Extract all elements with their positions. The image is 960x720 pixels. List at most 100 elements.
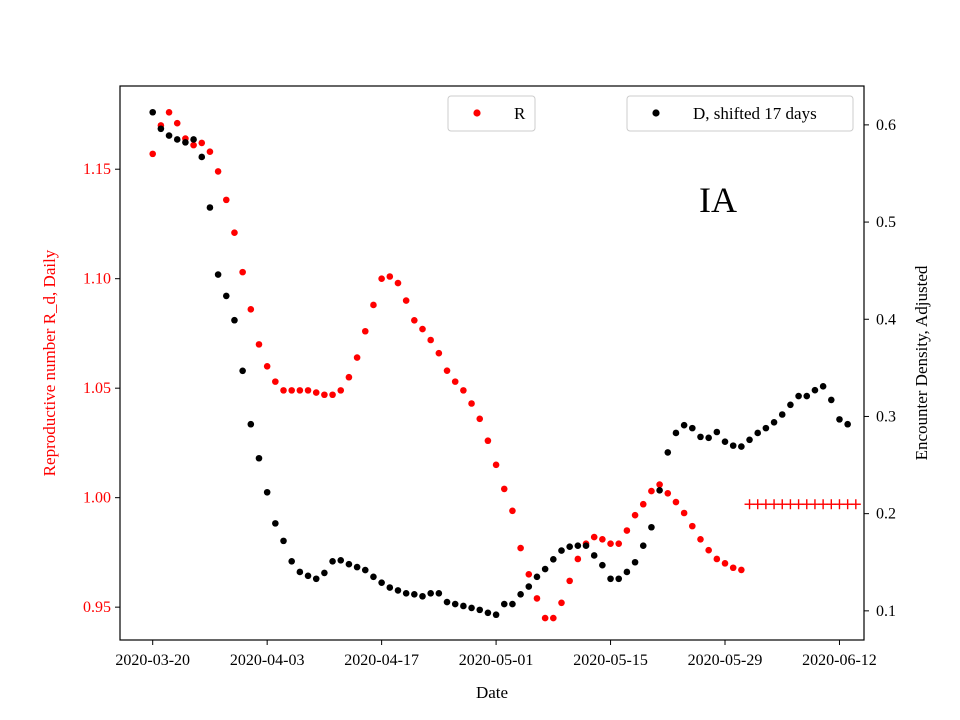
d-point — [607, 575, 614, 583]
d-point — [345, 560, 353, 568]
x-tick-label: 2020-06-12 — [802, 652, 877, 669]
d-point — [672, 429, 680, 437]
d-point — [738, 443, 745, 450]
r-point — [468, 400, 475, 407]
right-y-axis-label: Encounter Density, Adjusted — [912, 265, 931, 460]
r-point — [231, 229, 238, 237]
r-point — [664, 489, 672, 497]
d-point — [795, 392, 802, 400]
r-point — [288, 387, 295, 394]
d-point — [648, 523, 655, 531]
r-point — [721, 560, 729, 567]
d-point — [836, 416, 843, 423]
d-point — [476, 606, 484, 614]
d-point — [778, 411, 786, 418]
right-y-tick-label: 0.6 — [876, 117, 896, 134]
d-point — [721, 438, 729, 446]
d-point — [231, 316, 238, 324]
d-point — [762, 424, 770, 432]
r-point — [558, 599, 565, 607]
d-point — [165, 132, 173, 139]
right-y-tick-label: 0.1 — [876, 603, 896, 620]
d-point — [190, 136, 197, 143]
r-series — [149, 108, 745, 622]
r-point — [509, 507, 516, 515]
d-point — [713, 428, 721, 436]
d-point — [370, 573, 377, 581]
r-point — [525, 571, 533, 578]
d-point — [361, 566, 369, 574]
d-point — [664, 449, 672, 456]
x-tick-label: 2020-05-29 — [688, 652, 763, 669]
x-tick-label: 2020-04-03 — [230, 652, 305, 669]
right-y-tick-label: 0.2 — [876, 506, 896, 523]
r-point — [263, 362, 271, 370]
x-tick-label: 2020-05-15 — [573, 652, 648, 669]
d-point — [198, 153, 206, 161]
d-point — [263, 488, 271, 496]
d-point — [411, 591, 418, 598]
d-point — [558, 547, 565, 554]
d-point — [321, 569, 328, 577]
r-point — [443, 367, 451, 374]
d-point — [639, 542, 647, 550]
d-point — [402, 590, 410, 597]
d-series — [149, 108, 851, 619]
r-point — [247, 306, 255, 313]
plot-area-frame — [119, 85, 865, 641]
right-y-axis: 0.1 0.2 0.3 0.4 0.5 0.6 — [864, 117, 896, 620]
r-point — [533, 595, 541, 602]
r-point — [705, 546, 712, 554]
d-point — [574, 542, 582, 550]
r-point — [451, 378, 459, 385]
d-point — [631, 558, 639, 566]
d-point — [844, 420, 851, 428]
d-point — [337, 557, 345, 564]
r-point — [460, 387, 467, 394]
d-point — [525, 583, 533, 590]
d-point — [239, 367, 246, 375]
r-point — [337, 387, 345, 394]
d-point — [599, 561, 606, 569]
left-y-axis: 0.95 1.00 1.05 1.10 1.15 — [83, 161, 120, 616]
r-point — [402, 297, 410, 304]
r-point — [149, 150, 157, 158]
d-point — [149, 108, 157, 116]
d-point — [312, 575, 320, 583]
r-point — [304, 387, 312, 394]
d-point — [451, 600, 459, 608]
d-point — [770, 418, 778, 426]
r-point — [378, 275, 385, 282]
d-point — [157, 125, 165, 133]
d-point — [787, 401, 794, 409]
r-point — [239, 268, 246, 276]
r-point — [541, 614, 549, 622]
d-point — [566, 543, 573, 550]
d-point — [509, 600, 516, 608]
r-point — [435, 349, 443, 357]
r-point — [615, 540, 623, 547]
r-point — [590, 533, 598, 541]
d-point — [173, 136, 181, 143]
state-annotation: IA — [699, 180, 737, 220]
r-point — [550, 614, 557, 622]
d-point — [656, 487, 663, 494]
d-point — [484, 609, 492, 617]
d-point — [468, 604, 475, 612]
r-point — [697, 535, 704, 543]
legend-d-frame — [626, 95, 854, 132]
d-point — [827, 396, 835, 404]
r-point — [386, 273, 394, 280]
d-point — [803, 392, 811, 400]
d-point — [623, 568, 631, 576]
r-point — [321, 391, 328, 399]
left-y-tick-label: 0.95 — [83, 599, 111, 616]
legend-r-frame — [447, 95, 536, 132]
x-axis-label: Date — [476, 683, 508, 702]
d-point — [247, 420, 255, 428]
legend-d-label: D, shifted 17 days — [693, 104, 817, 123]
d-point — [329, 557, 336, 565]
legend-r: R — [447, 95, 536, 132]
r-point — [165, 108, 173, 116]
d-point — [386, 584, 394, 591]
